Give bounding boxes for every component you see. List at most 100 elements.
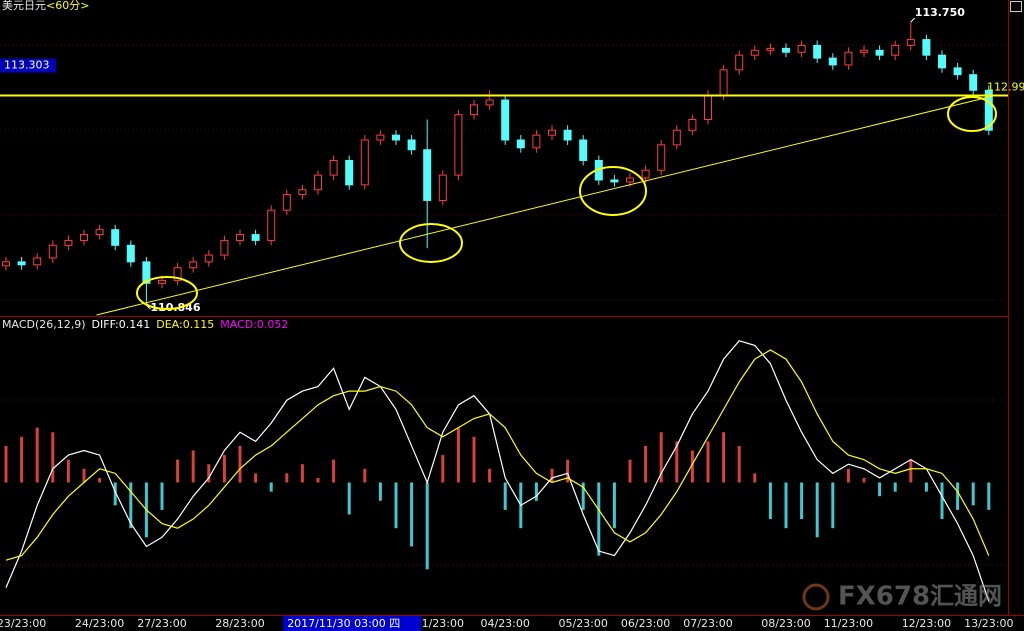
macd-bar [644,445,648,483]
macd-bar [581,482,585,510]
candle-body [64,239,73,246]
candle-body [126,244,135,263]
x-tick-label: 28/23:00 [215,617,264,630]
macd-bar [612,482,616,529]
macd-bar [191,450,195,483]
macd-bar [909,459,913,483]
candle-body [173,267,182,281]
candle-body [672,129,681,146]
candle-body [189,261,198,269]
macd-bar [878,482,882,497]
candle-body [750,49,759,56]
macd-bar [378,482,382,501]
macd-bar [659,432,663,483]
macd-bar [176,459,180,483]
highlight-circle [579,166,647,216]
macd-bar [893,482,897,492]
candle-body [204,254,213,263]
macd-title: MACD(26,12,9) [2,318,86,331]
candle-body [33,257,42,266]
x-cursor-box [283,616,422,631]
candle-body [501,99,510,141]
candle-body [282,194,291,211]
candle-body [80,234,88,241]
x-tick-label: 1/23:00 [422,617,464,630]
macd-bar [566,459,570,483]
candle-body [641,169,650,179]
macd-bar [207,464,211,483]
macd-bar [924,482,928,492]
candle-body [891,44,900,56]
candle-body [470,104,478,116]
candle-body [813,44,822,59]
candle-body [111,229,120,246]
candle-body [220,239,229,256]
macd-bar [300,464,304,483]
macd-bar [472,436,476,483]
macd-bar [956,482,960,510]
macd-bar [971,482,975,506]
macd-bar [815,482,819,538]
macd-bar [940,482,944,520]
x-tick-label: 24/23:00 [75,617,124,630]
candle-body [516,139,525,149]
candle-body [158,279,166,284]
candle-body [360,139,369,186]
candle-body [298,189,307,196]
macd-bar [831,482,835,529]
macd-bar [394,482,398,529]
macd-bar [4,445,8,483]
candle-body [267,209,276,241]
candle-body [797,44,806,53]
x-tick-label: 23/23:00 [0,617,46,630]
highlight-circle [947,96,997,132]
macd-bar [488,468,492,483]
candle-body [953,67,962,76]
window-button[interactable] [1010,1,1022,12]
macd-bar [20,436,24,483]
chart-title: 美元日元 [2,0,46,12]
macd-bar [503,482,507,510]
candle-body [548,129,556,136]
macd-bar [425,482,429,570]
macd-bar [987,482,991,510]
candle-body [626,177,634,183]
highlight-circle [399,223,463,263]
candle-body [922,39,931,56]
macd-bar [222,455,226,483]
macd-bar [800,482,804,520]
candle-body [454,114,463,176]
candle-body [844,51,853,66]
candle-body [423,149,432,201]
candle-body [906,39,915,46]
macd-bar [332,459,336,483]
x-tick-label: 07/23:00 [683,617,732,630]
macd-bar [316,477,320,483]
macd-bar [113,482,117,506]
macd-bar [784,482,788,529]
candle-body [17,261,26,266]
macd-bar [35,427,39,483]
macd-bar [534,482,538,501]
candle-body [610,179,619,183]
macd-bar [846,468,850,483]
x-cursor-label: 2017/11/30 03:00 四 [287,617,400,630]
candle-body [142,261,151,284]
x-tick-label: 27/23:00 [137,617,186,630]
x-tick-label: 06/23:00 [621,617,670,630]
macd-bar [410,482,414,547]
candle-body [392,134,400,141]
candle-body [314,174,322,191]
macd-bar [441,455,445,483]
macd-bar [456,427,460,483]
annotation-label: 113.750 [915,6,965,19]
macd-bar [768,482,772,520]
macd-bar [597,482,601,556]
macd-bar [675,441,679,483]
macd-bar [129,482,133,529]
candle-body [938,54,946,69]
candle-body [860,49,868,53]
candle-body [376,134,385,141]
macd-bar [285,473,289,483]
price-marker-label: 113.303 [4,59,50,72]
